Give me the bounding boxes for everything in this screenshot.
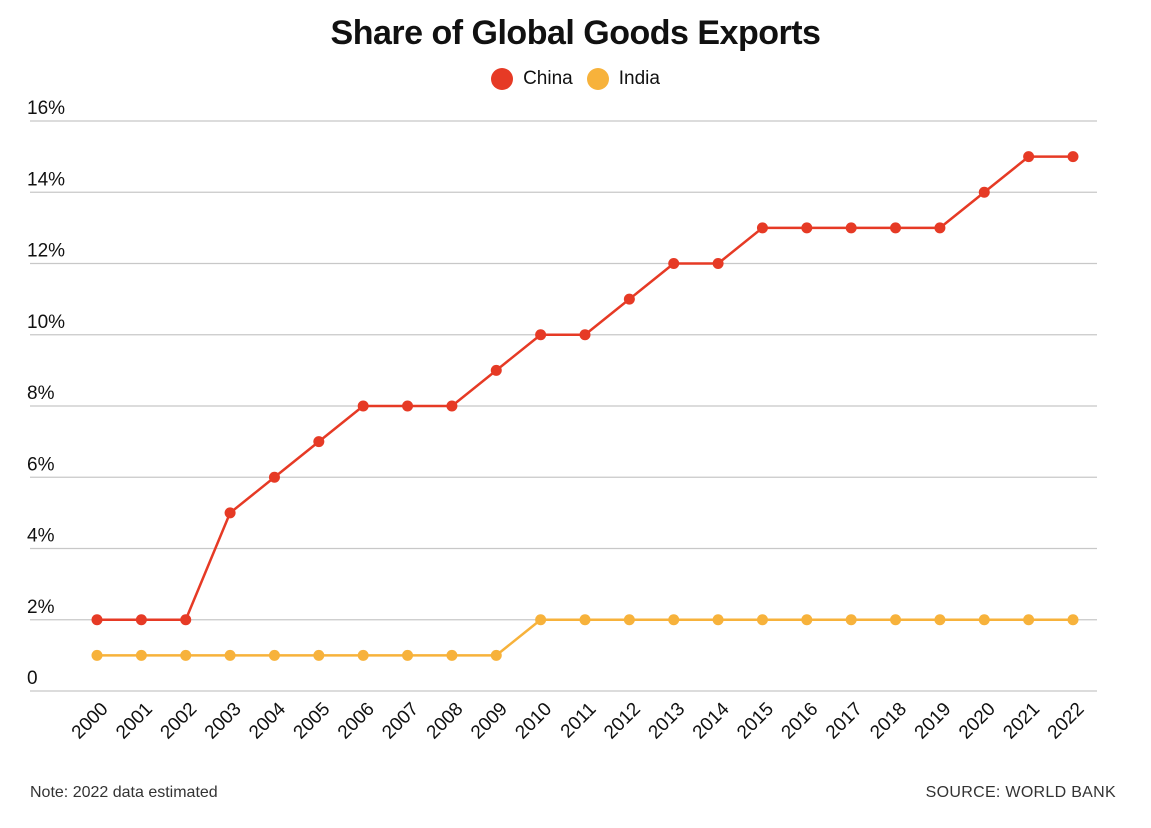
data-point-india [535,614,547,626]
x-tick-label: 2009 [467,699,512,744]
legend-swatch-india [586,68,609,90]
data-point-india [446,649,458,661]
data-point-india [135,649,147,661]
data-point-china [535,329,547,341]
x-tick-label: 2001 [112,699,157,744]
y-tick-label: 10% [27,312,65,333]
chart-legend: China India [0,68,1151,90]
data-point-china [135,614,147,626]
x-tick-label: 2004 [245,698,290,743]
data-point-india [579,614,591,626]
x-tick-label: 2021 [999,699,1044,744]
data-point-india [668,614,680,626]
data-point-china [668,258,680,269]
data-point-india [91,649,103,661]
data-point-india [845,614,857,626]
x-tick-label: 2015 [733,699,778,744]
data-point-china [801,222,813,234]
data-point-india [756,614,768,626]
x-tick-label: 2003 [201,699,246,744]
data-point-china [180,614,192,626]
data-point-india [357,649,369,661]
data-point-china [446,400,458,412]
data-point-china [756,222,768,234]
y-tick-label: 8% [27,383,55,404]
data-point-china [934,222,946,234]
x-tick-label: 2007 [378,699,423,744]
data-point-china [1023,151,1035,163]
x-tick-label: 2011 [557,699,601,743]
chart-title: Share of Global Goods Exports [330,14,821,52]
y-tick-label: 14% [27,169,65,190]
x-tick-label: 2000 [68,699,113,744]
data-point-china [490,364,502,376]
y-tick-label: 16% [27,98,65,119]
chart-note: Note: 2022 data estimated [30,784,218,801]
data-point-china [313,436,325,448]
x-tick-label: 2018 [866,699,911,744]
data-point-china [1067,151,1079,163]
data-point-india [1023,614,1035,626]
data-point-india [623,614,635,626]
data-point-china [579,329,591,341]
data-point-china [845,222,857,234]
data-point-china [890,222,902,234]
legend-item-china: China [491,68,573,90]
data-point-india [268,649,280,661]
data-point-india [313,649,325,661]
data-point-china [357,400,369,412]
data-point-india [1067,614,1079,626]
y-tick-label: 4% [27,526,55,547]
data-point-india [978,614,990,626]
legend-item-india: India [586,68,660,90]
y-tick-label: 0 [27,668,38,689]
legend-label-india: India [618,68,660,89]
x-tick-label: 2016 [778,699,823,744]
x-tick-label: 2014 [689,698,734,743]
data-point-india [890,614,902,626]
data-point-india [402,649,414,661]
y-tick-label: 12% [27,241,65,262]
data-point-india [180,649,192,661]
data-point-china [224,507,236,519]
data-point-china [268,471,280,483]
data-point-china [623,293,635,305]
data-point-china [978,186,990,198]
legend-label-china: China [523,68,573,89]
data-point-china [91,614,103,626]
chart-source: SOURCE: WORLD BANK [925,784,1116,801]
x-tick-label: 2010 [511,699,556,744]
x-tick-label: 2002 [157,699,202,744]
data-point-india [224,649,236,661]
data-point-india [712,614,724,626]
x-tick-label: 2008 [423,699,468,744]
x-tick-label: 2012 [600,699,645,744]
x-tick-label: 2020 [955,699,1000,744]
y-tick-label: 2% [27,597,55,618]
legend-swatch-china [491,68,514,90]
data-point-china [402,400,414,412]
data-point-india [934,614,946,626]
y-tick-label: 6% [27,454,55,475]
data-point-china [712,258,724,269]
x-tick-label: 2017 [822,699,867,744]
series-line-china [97,155,1073,621]
x-tick-label: 2013 [645,699,690,744]
x-tick-label: 2019 [911,699,956,744]
x-tick-label: 2006 [334,699,379,744]
data-point-india [801,614,813,626]
x-tick-label: 2022 [1044,699,1089,744]
data-point-india [490,649,502,661]
x-tick-label: 2005 [290,699,335,744]
